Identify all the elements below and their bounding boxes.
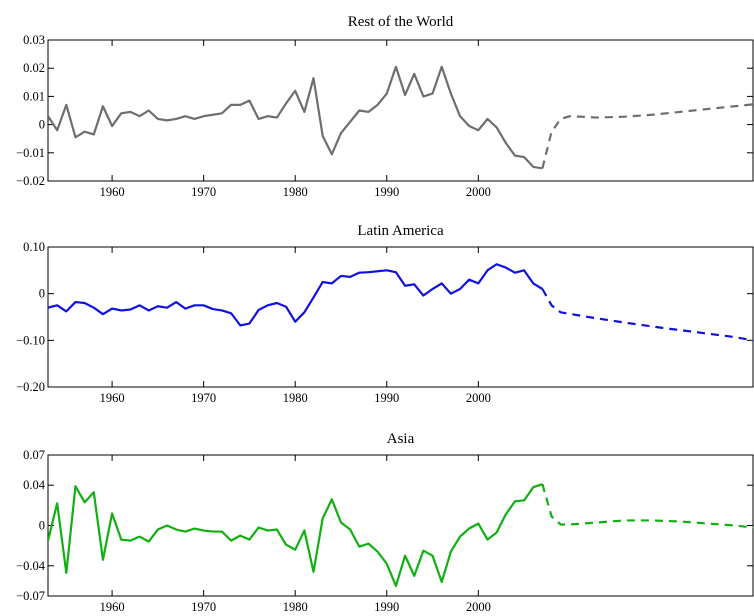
y-tick-label: −0.01 bbox=[16, 146, 45, 160]
historical-line bbox=[48, 263, 543, 327]
y-tick-label: 0.04 bbox=[23, 478, 46, 492]
plot-frame bbox=[47, 454, 754, 597]
historical-line bbox=[48, 65, 543, 170]
chart-panel-2: Latin America −0.20 −0.10 0 0.10 1960 1970 1980… bbox=[16, 223, 754, 405]
x-tick-label: 1990 bbox=[374, 600, 399, 614]
x-tick-label: 1960 bbox=[100, 600, 125, 614]
x-tick-label: 2000 bbox=[466, 600, 491, 614]
plot-frame bbox=[47, 246, 754, 388]
plot-frame bbox=[47, 39, 754, 182]
x-tick-label: 1970 bbox=[191, 600, 216, 614]
x-tick-label: 1960 bbox=[100, 185, 125, 199]
y-tick-label: 0.02 bbox=[23, 61, 45, 75]
chart-title: Latin America bbox=[357, 223, 444, 239]
y-tick-label: 0.07 bbox=[23, 448, 45, 462]
x-tick-label: 1960 bbox=[100, 391, 125, 405]
chart-title: Asia bbox=[387, 431, 415, 447]
historical-line bbox=[48, 483, 543, 588]
x-tick-label: 1980 bbox=[283, 185, 308, 199]
y-tick-label: 0 bbox=[39, 287, 45, 301]
x-tick-label: 1980 bbox=[283, 391, 308, 405]
x-tick-label: 2000 bbox=[466, 185, 491, 199]
y-tick-label: −0.04 bbox=[16, 559, 46, 573]
x-tick-label: 1980 bbox=[283, 600, 308, 614]
projection-line bbox=[541, 288, 753, 342]
x-tick-label: 1970 bbox=[191, 185, 216, 199]
x-tick-label: 1970 bbox=[191, 391, 216, 405]
y-tick-label: 0.03 bbox=[23, 33, 45, 47]
y-tick-label: 0 bbox=[39, 118, 45, 132]
x-tick-label: 1990 bbox=[374, 185, 399, 199]
chart-panel-1: Rest of the World −0.02 −0.01 0 0.01 0.02 0.03… bbox=[16, 14, 754, 199]
y-tick-label: 0.01 bbox=[23, 89, 45, 103]
projection-line bbox=[541, 103, 753, 169]
chart-panel-3: Asia −0.07 −0.04 0 0.04 0.07 1960 1970 1980 1990 2… bbox=[16, 431, 754, 614]
chart-title: Rest of the World bbox=[348, 14, 454, 30]
x-tick-label: 1990 bbox=[374, 391, 399, 405]
y-tick-label: −0.07 bbox=[16, 589, 45, 603]
y-tick-label: 0 bbox=[39, 519, 45, 533]
x-tick-label: 2000 bbox=[466, 391, 491, 405]
y-tick-label: 0.10 bbox=[23, 240, 45, 254]
projection-line bbox=[541, 483, 753, 529]
y-tick-label: −0.10 bbox=[16, 333, 45, 347]
y-tick-label: −0.20 bbox=[16, 380, 45, 394]
y-tick-label: −0.02 bbox=[16, 174, 45, 188]
